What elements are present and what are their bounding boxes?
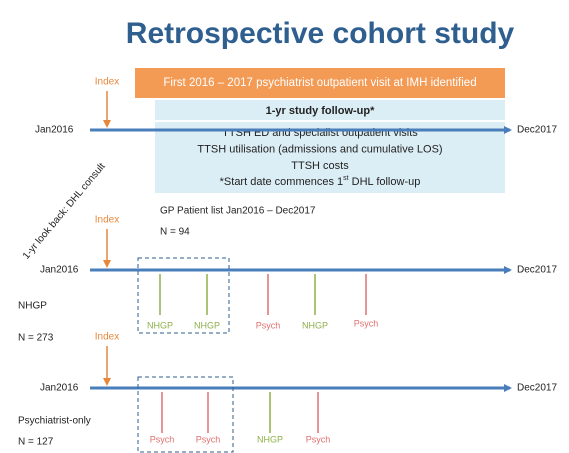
lookback: 1-yr look back: DHL consult	[21, 161, 108, 262]
title: Retrospective cohort study	[126, 17, 515, 50]
event-label: NHGP	[194, 320, 220, 330]
index-label: Index	[95, 332, 119, 343]
group-n: N = 273	[18, 333, 54, 344]
event-label: Psych	[306, 434, 331, 444]
index-label: Index	[95, 215, 119, 226]
followup-line: TTSH costs	[291, 160, 349, 172]
event-label: Psych	[354, 318, 379, 328]
group-label: NHGP	[18, 301, 47, 312]
event-label: Psych	[150, 434, 175, 444]
end-label: Dec2017	[517, 125, 557, 136]
followup-line: TTSH utilisation (admissions and cumulat…	[197, 143, 442, 155]
followup-header: 1-yr study follow-up*	[266, 105, 376, 117]
followup-note: *Start date commences 1st DHL follow-up	[220, 175, 421, 188]
event-label: Psych	[196, 434, 221, 444]
start-label: Jan2016	[40, 265, 79, 276]
gp-label: GP Patient list Jan2016 – Dec2017	[160, 206, 316, 217]
index-label: Index	[95, 77, 119, 88]
group-label: Psychiatrist-only	[18, 416, 91, 427]
end-label: Dec2017	[517, 383, 557, 394]
group-n: N = 127	[18, 437, 54, 448]
end-label: Dec2017	[517, 265, 557, 276]
followup-box	[155, 100, 505, 193]
event-label: Psych	[256, 320, 281, 330]
top-box	[135, 68, 505, 98]
start-label: Jan2016	[40, 383, 79, 394]
top-box-text: First 2016 – 2017 psychiatrist outpatien…	[163, 77, 476, 89]
gp-n: N = 94	[160, 227, 190, 238]
window-box	[137, 257, 230, 334]
start-label: Jan2016	[35, 125, 74, 136]
window-box	[137, 376, 234, 453]
event-label: NHGP	[257, 434, 283, 444]
event-label: NHGP	[302, 320, 328, 330]
event-label: NHGP	[147, 320, 173, 330]
